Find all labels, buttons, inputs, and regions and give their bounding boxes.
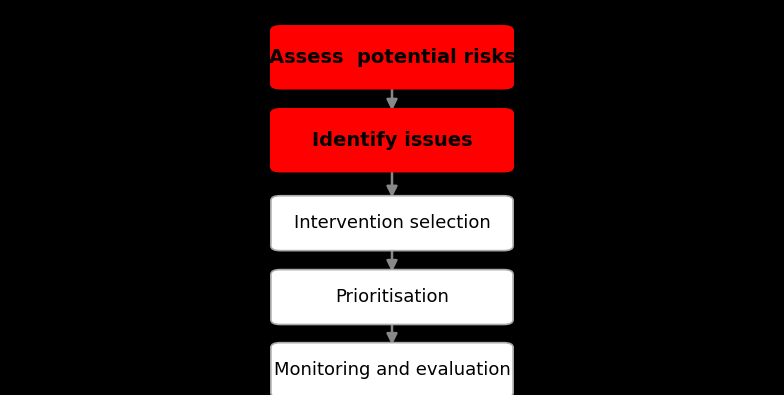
FancyBboxPatch shape — [271, 269, 513, 325]
FancyBboxPatch shape — [271, 26, 513, 89]
Text: Assess  potential risks: Assess potential risks — [269, 48, 515, 67]
Text: Monitoring and evaluation: Monitoring and evaluation — [274, 361, 510, 379]
FancyBboxPatch shape — [271, 196, 513, 251]
Text: Identify issues: Identify issues — [312, 131, 472, 150]
FancyBboxPatch shape — [271, 342, 513, 395]
Text: Intervention selection: Intervention selection — [294, 214, 490, 232]
FancyBboxPatch shape — [271, 109, 513, 171]
Text: Prioritisation: Prioritisation — [335, 288, 449, 306]
